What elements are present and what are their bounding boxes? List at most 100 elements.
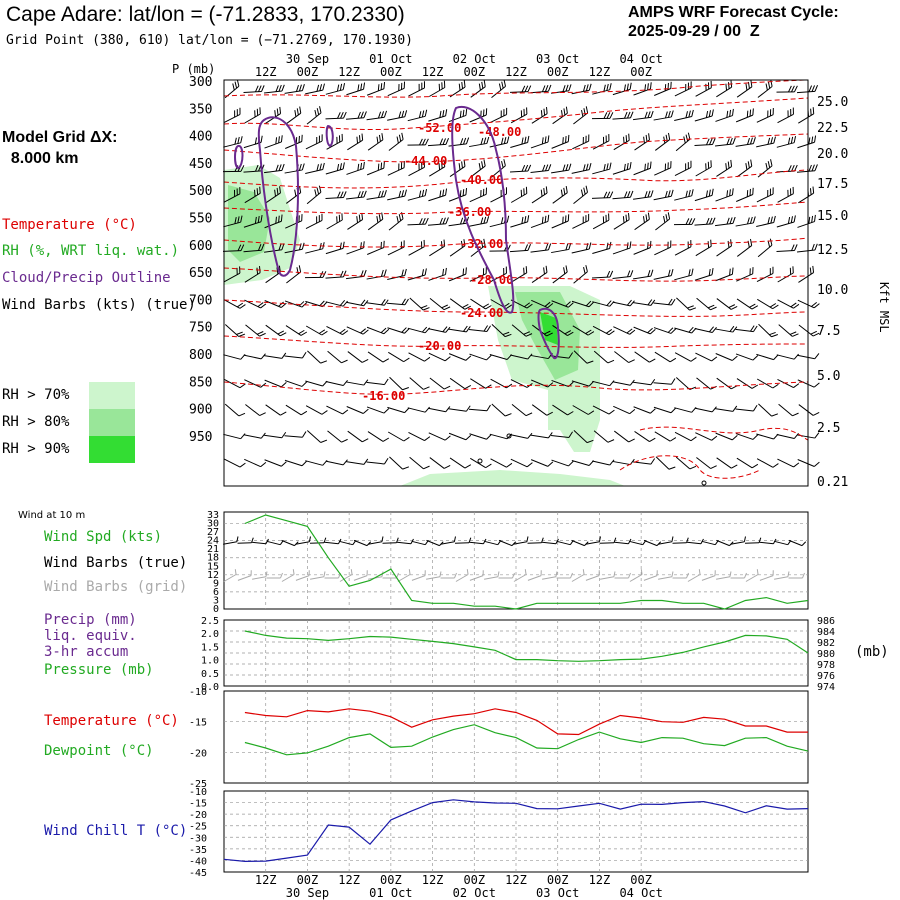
wind-barb	[284, 431, 307, 438]
wind-barb-flag	[462, 109, 465, 117]
wind-barb	[388, 351, 410, 363]
wind-barb	[633, 458, 656, 465]
wind-barb-flag	[814, 135, 817, 143]
wind-barb	[470, 457, 492, 469]
wind-barb-flag	[438, 163, 441, 170]
wind-barb-flag	[236, 331, 243, 335]
pressure-tick: 950	[189, 430, 212, 445]
wind-barb-flag	[301, 381, 308, 387]
wind-barb-staff	[428, 115, 446, 122]
surface-wind-barb-grid	[571, 569, 585, 582]
wind-barb	[572, 405, 595, 415]
pressure-tick: 850	[189, 375, 212, 390]
wind-barb	[387, 189, 407, 201]
wind-barb-staff	[774, 540, 788, 546]
wind-barb-flag	[772, 570, 774, 576]
wind-barb-flag	[628, 572, 631, 579]
wind-barb-staff	[556, 540, 571, 546]
wind-barb	[366, 299, 389, 306]
surface-wind-barb-grid	[484, 571, 500, 580]
wind-barb-staff	[798, 272, 814, 283]
wind-barb	[346, 82, 366, 96]
surface-wind-barb-grid	[745, 569, 759, 582]
wind-barb-staff	[643, 575, 658, 581]
wind-barb	[531, 404, 553, 416]
wind-barb-staff	[428, 432, 446, 441]
wind-barb-flag	[234, 217, 237, 224]
wind-barb-flag	[316, 216, 318, 224]
wind-barb-staff	[715, 222, 733, 227]
wind-barb-staff	[592, 325, 610, 336]
wind-barb-flag	[810, 108, 812, 116]
wind-barb-flag	[770, 159, 773, 166]
wind-barb	[551, 214, 570, 229]
pressure-tick-right: 982	[817, 638, 835, 649]
wind-barb-flag	[750, 325, 755, 332]
wind-barb-flag	[727, 240, 730, 248]
wind-barb-flag	[790, 136, 794, 144]
wind-barb-staff	[756, 272, 774, 283]
surface-wind-barb-true	[730, 536, 746, 545]
wind-barb-staff	[388, 351, 404, 363]
wind-barb	[264, 431, 287, 439]
wind-barb-flag	[380, 269, 384, 277]
wind-barb-flag	[583, 267, 586, 274]
wind-barb-flag	[580, 189, 584, 197]
wind-barb	[428, 267, 447, 281]
wind-barb-flag	[789, 267, 792, 275]
wind-barb	[694, 406, 717, 413]
wind-barb-flag	[377, 84, 380, 91]
surface-wind-barb-true	[513, 536, 529, 545]
wind-barb-flag	[688, 269, 691, 277]
wind-barb-flag	[339, 83, 343, 91]
wind-barb-flag	[238, 412, 246, 417]
wind-barb-staff	[658, 541, 672, 545]
wind-barb-flag	[504, 333, 512, 338]
wind-barb	[265, 106, 282, 124]
wind-chill-tick: -10	[189, 787, 207, 798]
wind-barb	[735, 353, 759, 361]
wind-barb-flag	[793, 215, 796, 223]
wind-barb-flag	[485, 305, 492, 310]
wind-barb-flag	[424, 406, 430, 413]
wind-barb	[490, 458, 513, 468]
wind-barb-staff	[510, 354, 528, 360]
wind-barb-staff	[325, 301, 344, 307]
wind-barb-flag	[363, 300, 369, 307]
wind-barb-staff	[675, 456, 691, 470]
wind-barb	[716, 377, 738, 390]
wind-barb-flag	[356, 216, 359, 223]
wind-barb-flag	[321, 213, 323, 221]
wind-barb-flag	[585, 135, 587, 143]
wind-barb-flag	[560, 189, 563, 197]
wind-barb-flag	[258, 85, 262, 92]
wind-barb	[696, 457, 717, 469]
wind-barb-flag	[750, 159, 753, 167]
wind-barb	[653, 189, 674, 201]
wind-speed-tick: 18	[207, 553, 219, 564]
wind-barb	[531, 107, 548, 124]
wind-barb-flag	[606, 300, 612, 306]
wind-barb-flag	[276, 187, 279, 195]
wind-barb	[510, 215, 530, 228]
wind-barb-staff	[530, 249, 549, 253]
wind-barb-flag	[275, 164, 279, 172]
surface-wind-barb-true	[295, 536, 311, 545]
wind-barb-flag	[588, 83, 592, 91]
wind-barb	[551, 242, 572, 254]
wind-barb-flag	[259, 332, 266, 337]
wind-barb	[326, 325, 349, 336]
surface-wind-barb-grid	[324, 572, 341, 579]
wind-barb-flag	[339, 163, 342, 170]
wind-barb-flag	[647, 83, 649, 91]
surface-wind-barb-true	[759, 538, 777, 545]
rh70-label: RH > 70%	[2, 387, 70, 403]
wind-barb-flag	[319, 84, 323, 91]
wind-barb	[674, 352, 697, 362]
wind-barb-flag	[629, 409, 636, 415]
wind-barb-flag	[706, 138, 710, 146]
wind-barb-flag	[547, 303, 554, 309]
wind-barb-flag	[418, 83, 420, 91]
wind-barb-flag	[541, 537, 544, 543]
wind-barb-flag	[445, 267, 447, 275]
